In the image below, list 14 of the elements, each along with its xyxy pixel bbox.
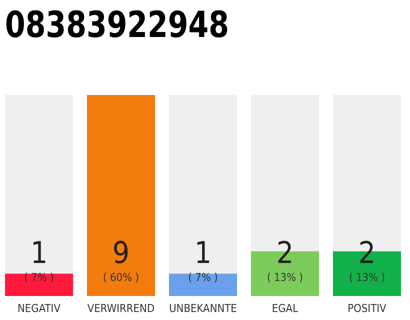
data-label: 1 (194, 236, 212, 271)
x-tick-label: EGAL (272, 302, 299, 315)
x-tick-label: VERWIRREND (87, 302, 155, 315)
chart-title: 08383922948 (5, 5, 253, 46)
x-tick-label: UNBEKANNTE (169, 302, 237, 315)
annotation: ( 13% ) (266, 271, 304, 284)
annotation: ( 7% ) (188, 271, 218, 284)
x-tick-label: POSITIV (348, 302, 387, 315)
x-tick-label: NEGATIV (18, 302, 61, 315)
annotation: ( 7% ) (24, 271, 54, 284)
annotation: ( 60% ) (103, 271, 140, 284)
data-label: 9 (112, 236, 130, 271)
data-label: 1 (30, 236, 48, 271)
annotation: ( 13% ) (348, 271, 386, 284)
